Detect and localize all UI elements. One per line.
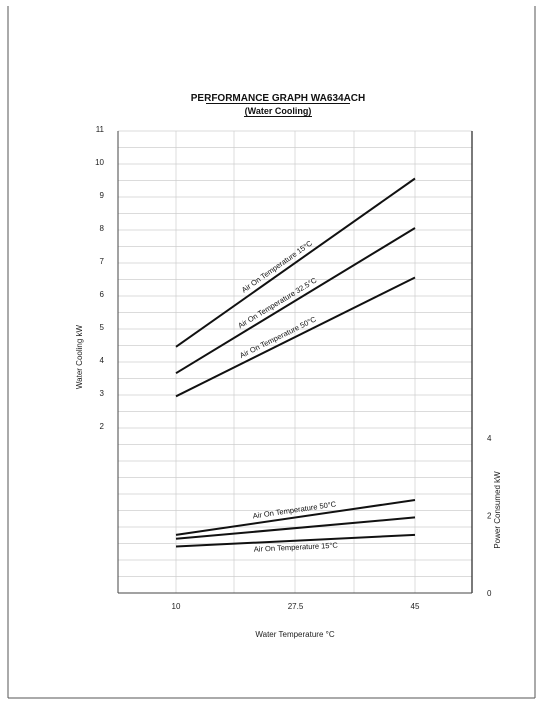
chart-subtitle: (Water Cooling) bbox=[245, 106, 312, 116]
chart-grid bbox=[117, 130, 473, 594]
series-line bbox=[175, 516, 416, 540]
y-tick-label: 10 bbox=[95, 158, 104, 167]
series-line bbox=[175, 533, 416, 548]
series-label: Air On Temperature 15°C bbox=[254, 541, 339, 554]
x-tick-label: 27.5 bbox=[288, 602, 304, 611]
x-tick-label: 45 bbox=[411, 602, 420, 611]
y-tick-label: 4 bbox=[100, 356, 105, 365]
y-tick-label: 3 bbox=[100, 389, 105, 398]
series-line bbox=[175, 227, 416, 375]
x-axis-label: Water Temperature °C bbox=[255, 630, 334, 639]
y-tick-label: 9 bbox=[100, 191, 105, 200]
y-tick-label: 6 bbox=[100, 290, 105, 299]
y2-tick-label: 0 bbox=[487, 589, 492, 598]
y-tick-label: 7 bbox=[100, 257, 105, 266]
x-tick-label: 10 bbox=[172, 602, 181, 611]
y-tick-label: 11 bbox=[96, 125, 105, 134]
y-tick-label: 8 bbox=[100, 224, 105, 233]
chart-labels: PERFORMANCE GRAPH WA634ACH (Water Cooling… bbox=[75, 93, 502, 639]
y-tick-label: 2 bbox=[100, 422, 105, 431]
chart-title: PERFORMANCE GRAPH WA634ACH bbox=[191, 93, 365, 104]
chart-series bbox=[175, 177, 416, 548]
series-line bbox=[175, 499, 416, 536]
y2-tick-label: 2 bbox=[487, 512, 492, 521]
y-tick-label: 5 bbox=[100, 323, 105, 332]
series-line bbox=[175, 276, 416, 398]
y-axis-label: Water Cooling kW bbox=[75, 324, 84, 389]
y2-tick-label: 4 bbox=[487, 434, 492, 443]
series-line bbox=[175, 177, 416, 348]
y2-axis-label: Power Consumed kW bbox=[493, 471, 502, 549]
chart-axes bbox=[7, 6, 536, 699]
